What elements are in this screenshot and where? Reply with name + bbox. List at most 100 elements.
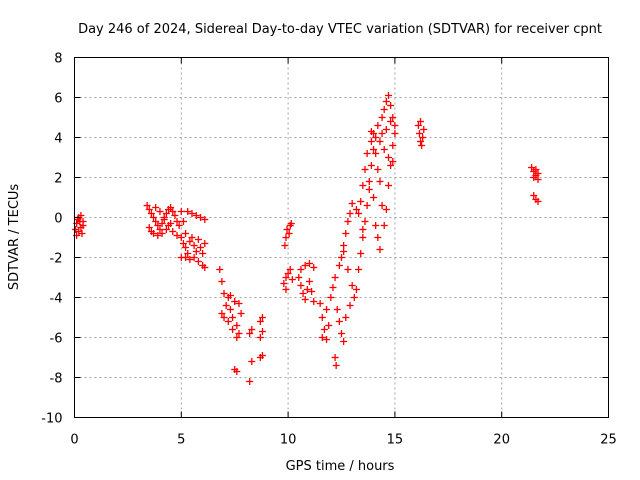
data-point bbox=[530, 174, 538, 181]
data-point bbox=[333, 306, 341, 313]
data-point bbox=[331, 354, 339, 361]
data-point bbox=[160, 214, 168, 221]
data-point bbox=[303, 286, 311, 293]
y-tick-label: -6 bbox=[50, 332, 63, 347]
data-point bbox=[156, 208, 164, 215]
y-tick-label: -4 bbox=[50, 292, 63, 307]
data-point bbox=[384, 182, 392, 189]
data-point bbox=[297, 266, 305, 273]
data-point bbox=[154, 232, 162, 239]
data-point bbox=[355, 210, 363, 217]
data-point bbox=[323, 336, 331, 343]
data-point bbox=[359, 234, 367, 241]
data-point bbox=[378, 202, 386, 209]
data-point bbox=[201, 216, 209, 223]
data-point bbox=[329, 284, 337, 291]
data-point bbox=[184, 208, 192, 215]
data-point bbox=[301, 296, 309, 303]
data-point bbox=[534, 170, 542, 177]
data-point bbox=[361, 218, 369, 225]
data-point bbox=[346, 210, 354, 217]
data-point bbox=[342, 314, 350, 321]
data-point bbox=[320, 326, 328, 333]
data-point bbox=[419, 134, 427, 141]
data-point bbox=[167, 204, 175, 211]
data-point bbox=[246, 378, 254, 385]
data-point bbox=[184, 250, 192, 257]
y-tick-label: 0 bbox=[54, 212, 62, 227]
x-tick-label: 5 bbox=[177, 433, 185, 448]
data-point bbox=[359, 226, 367, 233]
data-point bbox=[162, 210, 170, 217]
data-point bbox=[348, 282, 356, 289]
data-point bbox=[391, 130, 399, 137]
x-axis-label: GPS time / hours bbox=[286, 459, 395, 474]
data-point bbox=[367, 162, 375, 169]
data-point bbox=[186, 238, 194, 245]
data-point bbox=[190, 254, 198, 261]
data-point bbox=[357, 198, 365, 205]
data-point bbox=[177, 234, 185, 241]
data-point bbox=[340, 338, 348, 345]
data-point bbox=[222, 302, 230, 309]
data-point bbox=[258, 314, 266, 321]
data-point bbox=[361, 166, 369, 173]
data-point bbox=[344, 218, 352, 225]
data-point bbox=[301, 262, 309, 269]
data-point bbox=[258, 328, 266, 335]
data-point bbox=[216, 266, 224, 273]
data-point bbox=[378, 114, 386, 121]
data-point bbox=[327, 294, 335, 301]
data-point bbox=[281, 242, 289, 249]
x-tick-label: 15 bbox=[387, 433, 404, 448]
data-point bbox=[248, 358, 256, 365]
data-point bbox=[357, 250, 365, 257]
data-point bbox=[179, 218, 187, 225]
data-point bbox=[316, 300, 324, 307]
data-point bbox=[365, 186, 373, 193]
data-point bbox=[233, 368, 241, 375]
data-point bbox=[179, 240, 187, 247]
data-point bbox=[218, 310, 226, 317]
data-point bbox=[372, 134, 380, 141]
data-point bbox=[352, 206, 360, 213]
data-point bbox=[308, 288, 316, 295]
data-point bbox=[154, 222, 162, 229]
y-tick-label: -8 bbox=[50, 372, 63, 387]
data-point bbox=[305, 260, 313, 267]
data-point bbox=[150, 230, 158, 237]
data-point bbox=[387, 102, 395, 109]
data-point bbox=[79, 218, 87, 225]
data-point bbox=[363, 202, 371, 209]
data-point bbox=[380, 146, 388, 153]
data-point bbox=[283, 226, 291, 233]
data-point bbox=[287, 220, 295, 227]
data-point bbox=[372, 150, 380, 157]
data-point bbox=[363, 150, 371, 157]
data-point bbox=[384, 92, 392, 99]
data-point bbox=[389, 158, 397, 165]
x-tick-label: 10 bbox=[280, 433, 297, 448]
data-point bbox=[226, 292, 234, 299]
data-point bbox=[387, 162, 395, 169]
data-point bbox=[340, 248, 348, 255]
data-point bbox=[164, 222, 172, 229]
data-point bbox=[340, 242, 348, 249]
data-point bbox=[192, 248, 200, 255]
data-point bbox=[532, 166, 540, 173]
data-points bbox=[72, 92, 542, 385]
data-point bbox=[182, 230, 190, 237]
data-point bbox=[201, 240, 209, 247]
data-point bbox=[171, 212, 179, 219]
data-point bbox=[182, 254, 190, 261]
data-point bbox=[348, 200, 356, 207]
x-tick-label: 25 bbox=[600, 433, 617, 448]
data-point bbox=[75, 228, 83, 235]
data-point bbox=[152, 218, 160, 225]
data-point bbox=[162, 226, 170, 233]
data-point bbox=[376, 138, 384, 145]
data-point bbox=[367, 138, 375, 145]
data-point bbox=[389, 114, 397, 121]
data-point bbox=[310, 264, 318, 271]
